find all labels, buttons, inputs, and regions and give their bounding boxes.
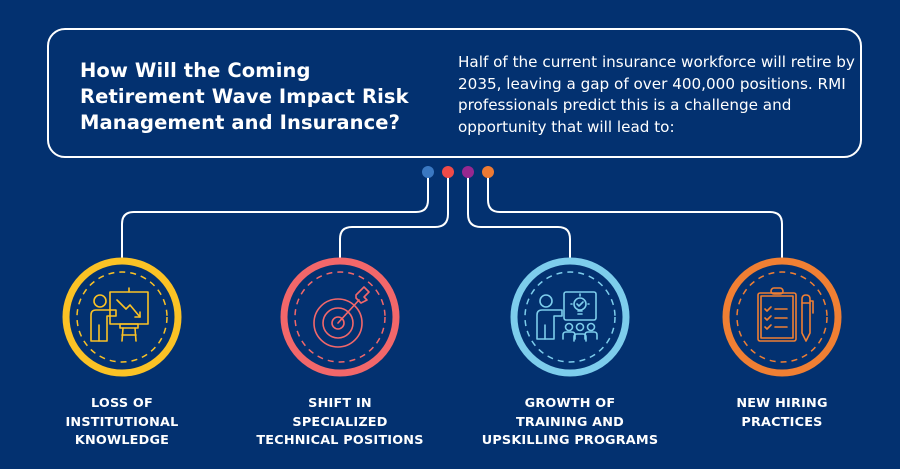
dot-purple [462,166,474,178]
presenter-declining-chart-icon [62,257,182,377]
outcome-label: SHIFT IN SPECIALIZED TECHNICAL POSITIONS [256,396,424,448]
outcome-label: GROWTH OF TRAINING AND UPSKILLING PROGRA… [481,396,659,448]
dot-orange [482,166,494,178]
intro-text: Half of the current insurance workforce … [458,53,855,136]
header-box [47,28,862,158]
target-arrow-icon [280,257,400,377]
dot-blue [422,166,434,178]
clipboard-checklist-pen-icon [722,257,842,377]
trainer-lightbulb-audience-icon [510,257,630,377]
dot-red [442,166,454,178]
outcome-label: NEW HIRING PRACTICES [736,396,828,430]
outcome-label: LOSS OF INSTITUTIONAL KNOWLEDGE [65,396,179,448]
page-title: How Will the Coming Retirement Wave Impa… [80,59,409,134]
